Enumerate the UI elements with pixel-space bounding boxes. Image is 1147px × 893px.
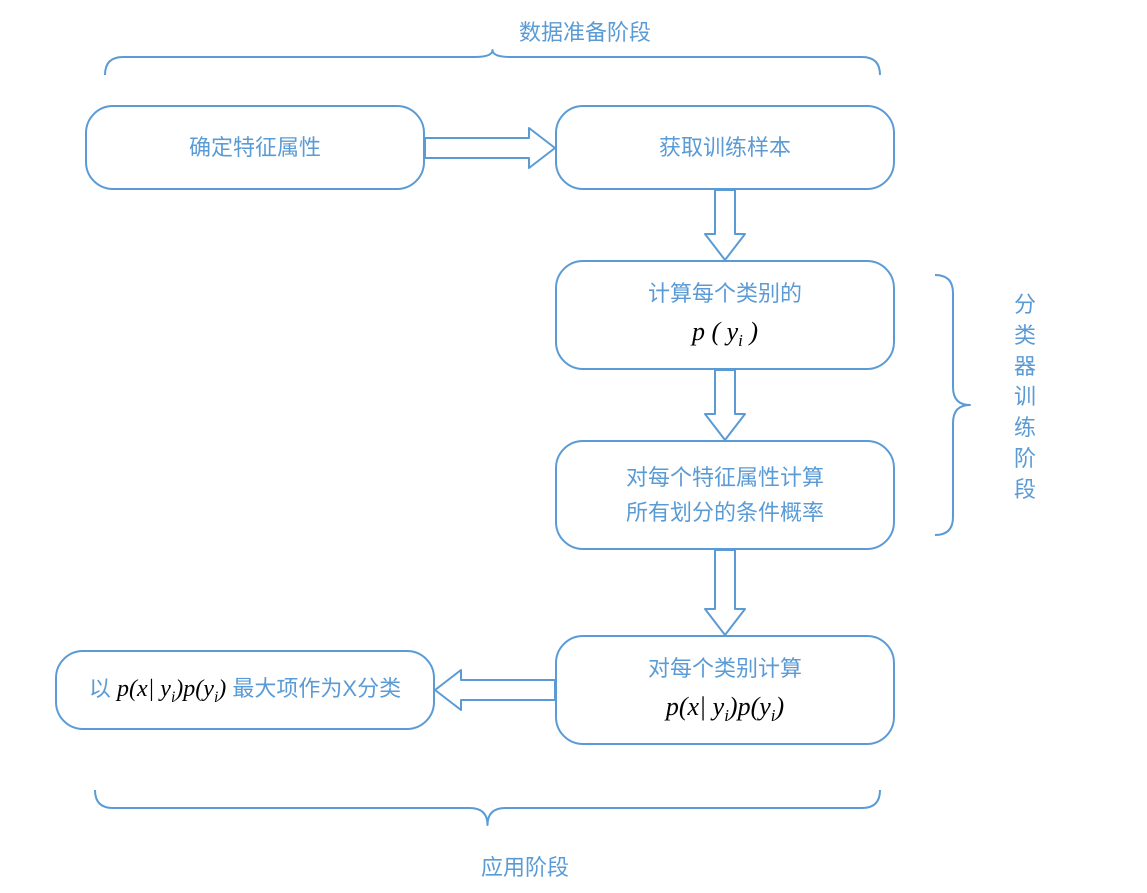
node-text: 确定特征属性 [189,130,321,165]
phase-label: 应用阶段 [465,850,585,882]
phase-label: 数据准备阶段 [495,15,675,47]
node-text: 对每个类别计算 [648,651,802,686]
flowchart-node-n6: 以 p(x| yi)p(yi) 最大项作为X分类 [55,650,435,730]
node-text: 获取训练样本 [659,130,791,165]
node-math: p(x| yi)p(yi) [666,686,784,729]
flowchart-node-n3: 计算每个类别的p ( yi ) [555,260,895,370]
flowchart-node-n2: 获取训练样本 [555,105,895,190]
flowchart-node-n4: 对每个特征属性计算所有划分的条件概率 [555,440,895,550]
node-text: 对每个特征属性计算 [626,460,824,495]
node-mixed: 以 p(x| yi)p(yi) 最大项作为X分类 [89,670,401,711]
phase-label: 分类器训练阶段 [1010,290,1040,506]
node-math: p ( yi ) [692,311,758,354]
node-text: 所有划分的条件概率 [626,495,824,530]
node-text: 计算每个类别的 [648,276,802,311]
flowchart-node-n5: 对每个类别计算p(x| yi)p(yi) [555,635,895,745]
flowchart-node-n1: 确定特征属性 [85,105,425,190]
